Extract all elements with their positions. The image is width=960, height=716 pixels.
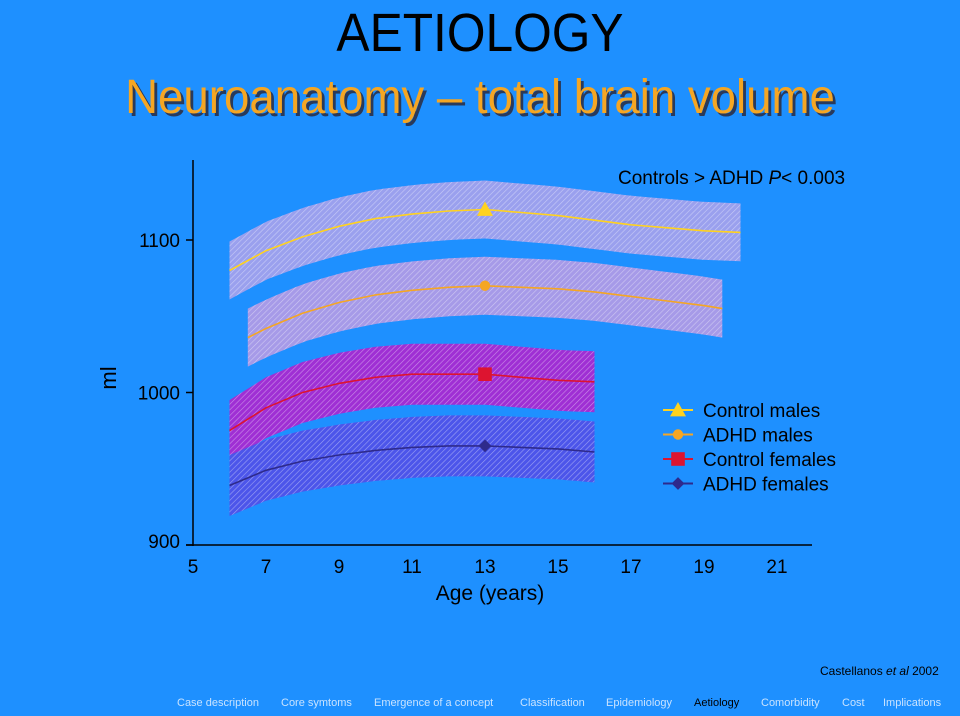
- x-tick-label-11: 11: [402, 557, 422, 578]
- y-tick-label-1000: 1000: [138, 384, 180, 405]
- adhd-males-marker: [479, 280, 491, 291]
- control-males-band: [229, 180, 741, 300]
- x-axis-label: Age (years): [436, 582, 545, 605]
- nav-item-aetiology[interactable]: Aetiology: [694, 697, 740, 709]
- control-females-line: [229, 373, 595, 432]
- y-tick-label-1100: 1100: [139, 231, 180, 252]
- nav-item-emergence-of-a-concept[interactable]: Emergence of a concept: [374, 697, 494, 709]
- legend-label-adhd-males: ADHD males: [703, 426, 813, 447]
- annotation-p: P: [768, 168, 781, 189]
- adhd-males-band: [247, 256, 723, 367]
- nav-item-epidemiology[interactable]: Epidemiology: [606, 697, 673, 709]
- annotation-suffix: < 0.003: [781, 168, 845, 189]
- annotation-prefix: Controls > ADHD: [618, 168, 768, 189]
- legend-label-control-females: Control females: [703, 450, 836, 471]
- legend-marker-control-males: [670, 402, 686, 417]
- nav-item-classification[interactable]: Classification: [520, 697, 585, 709]
- y-tick-label-900: 900: [148, 532, 180, 553]
- control-males-marker: [477, 201, 493, 216]
- control-females-marker: [478, 367, 492, 381]
- nav-item-case-description[interactable]: Case description: [177, 697, 259, 709]
- legend-marker-control-females: [671, 452, 685, 466]
- x-tick-label-13: 13: [474, 557, 495, 578]
- legend-marker-adhd-females: [671, 477, 685, 490]
- slide-subtitle: Neuroanatomy – total brain volume: [125, 71, 835, 124]
- x-tick-label-7: 7: [261, 557, 272, 578]
- control-females-band: [229, 343, 595, 462]
- series-markers: [477, 201, 493, 453]
- citation-year: 2002: [908, 664, 939, 678]
- navigation-bar: Case description Core symtoms Emergence of…: [0, 694, 960, 714]
- significance-annotation: Controls > ADHD P< 0.003: [618, 168, 845, 189]
- citation-etal: et al: [886, 664, 909, 678]
- chart-legend: Control males ADHD males Control females AD…: [663, 401, 836, 496]
- x-tick-label-19: 19: [693, 557, 714, 578]
- x-tick-label-9: 9: [334, 557, 345, 578]
- x-tick-label-15: 15: [547, 557, 568, 578]
- chart-axes: 900 1000 1100 5 7 9 11 13 15 17 19 21 Age (years) ml C…: [96, 160, 845, 605]
- legend-label-adhd-females: ADHD females: [703, 475, 829, 496]
- x-tick-label-21: 21: [766, 557, 787, 578]
- x-tick-label-5: 5: [188, 557, 199, 578]
- adhd-females-marker: [478, 439, 492, 453]
- nav-item-comorbidity[interactable]: Comorbidity: [761, 697, 820, 709]
- citation: Castellanos et al 2002: [820, 664, 939, 678]
- slide-title: AETIOLOGY: [336, 3, 624, 63]
- nav-item-cost[interactable]: Cost: [842, 697, 865, 709]
- nav-item-implications[interactable]: Implications: [883, 697, 942, 709]
- x-tick-label-17: 17: [620, 557, 641, 578]
- legend-label-control-males: Control males: [703, 401, 820, 422]
- nav-item-core-symtoms[interactable]: Core symtoms: [281, 697, 352, 709]
- y-axis-label: ml: [96, 366, 121, 389]
- adhd-females-line: [229, 445, 595, 487]
- confidence-bands: [229, 180, 741, 516]
- legend-marker-adhd-males: [672, 429, 684, 440]
- citation-author: Castellanos: [820, 664, 887, 678]
- adhd-females-band: [229, 415, 595, 516]
